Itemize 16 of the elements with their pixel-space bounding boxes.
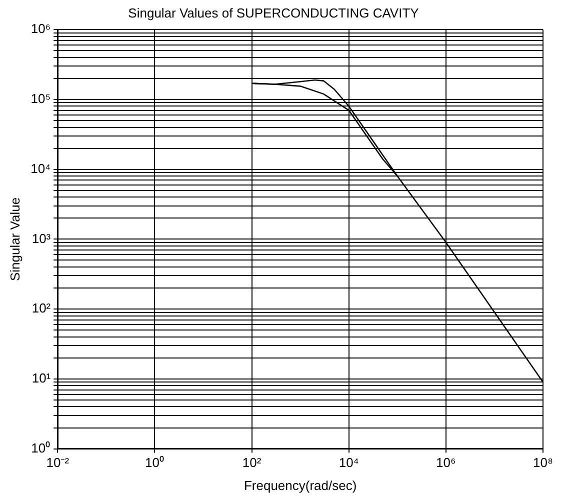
x-tick-label: 10⁸	[533, 455, 553, 470]
x-axis-title: Frequency(rad/sec)	[244, 478, 357, 493]
y-tick-label: 10³	[32, 230, 52, 246]
x-tick-label: 10⁰	[144, 455, 164, 470]
y-tick-label: 10²	[32, 300, 52, 316]
x-tick-label: 10⁻²	[46, 455, 70, 470]
y-tick-label: 10⁰	[31, 440, 51, 456]
y-tick-label: 10⁵	[30, 91, 51, 106]
x-tick-label: 10⁴	[338, 455, 359, 470]
x-tick-label: 10²	[242, 455, 262, 470]
y-axis-title: Singular Value	[7, 197, 22, 281]
y-tick-label: 10¹	[32, 370, 52, 386]
chart-title: Singular Values of SUPERCONDUCTING CAVITY	[128, 5, 420, 20]
y-tick-label: 10⁶	[30, 21, 51, 36]
x-tick-label: 10⁶	[436, 455, 456, 470]
y-tick-label: 10⁴	[30, 160, 51, 176]
